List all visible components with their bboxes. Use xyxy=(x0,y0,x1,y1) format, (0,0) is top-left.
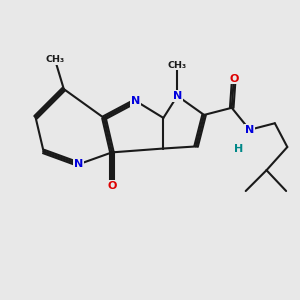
Text: N: N xyxy=(173,91,182,101)
Text: O: O xyxy=(229,74,239,84)
Text: N: N xyxy=(131,96,140,106)
Text: H: H xyxy=(234,143,243,154)
Text: CH₃: CH₃ xyxy=(168,61,187,70)
Text: O: O xyxy=(107,181,117,191)
Text: CH₃: CH₃ xyxy=(45,55,64,64)
Text: N: N xyxy=(245,125,254,135)
Text: N: N xyxy=(74,159,83,169)
